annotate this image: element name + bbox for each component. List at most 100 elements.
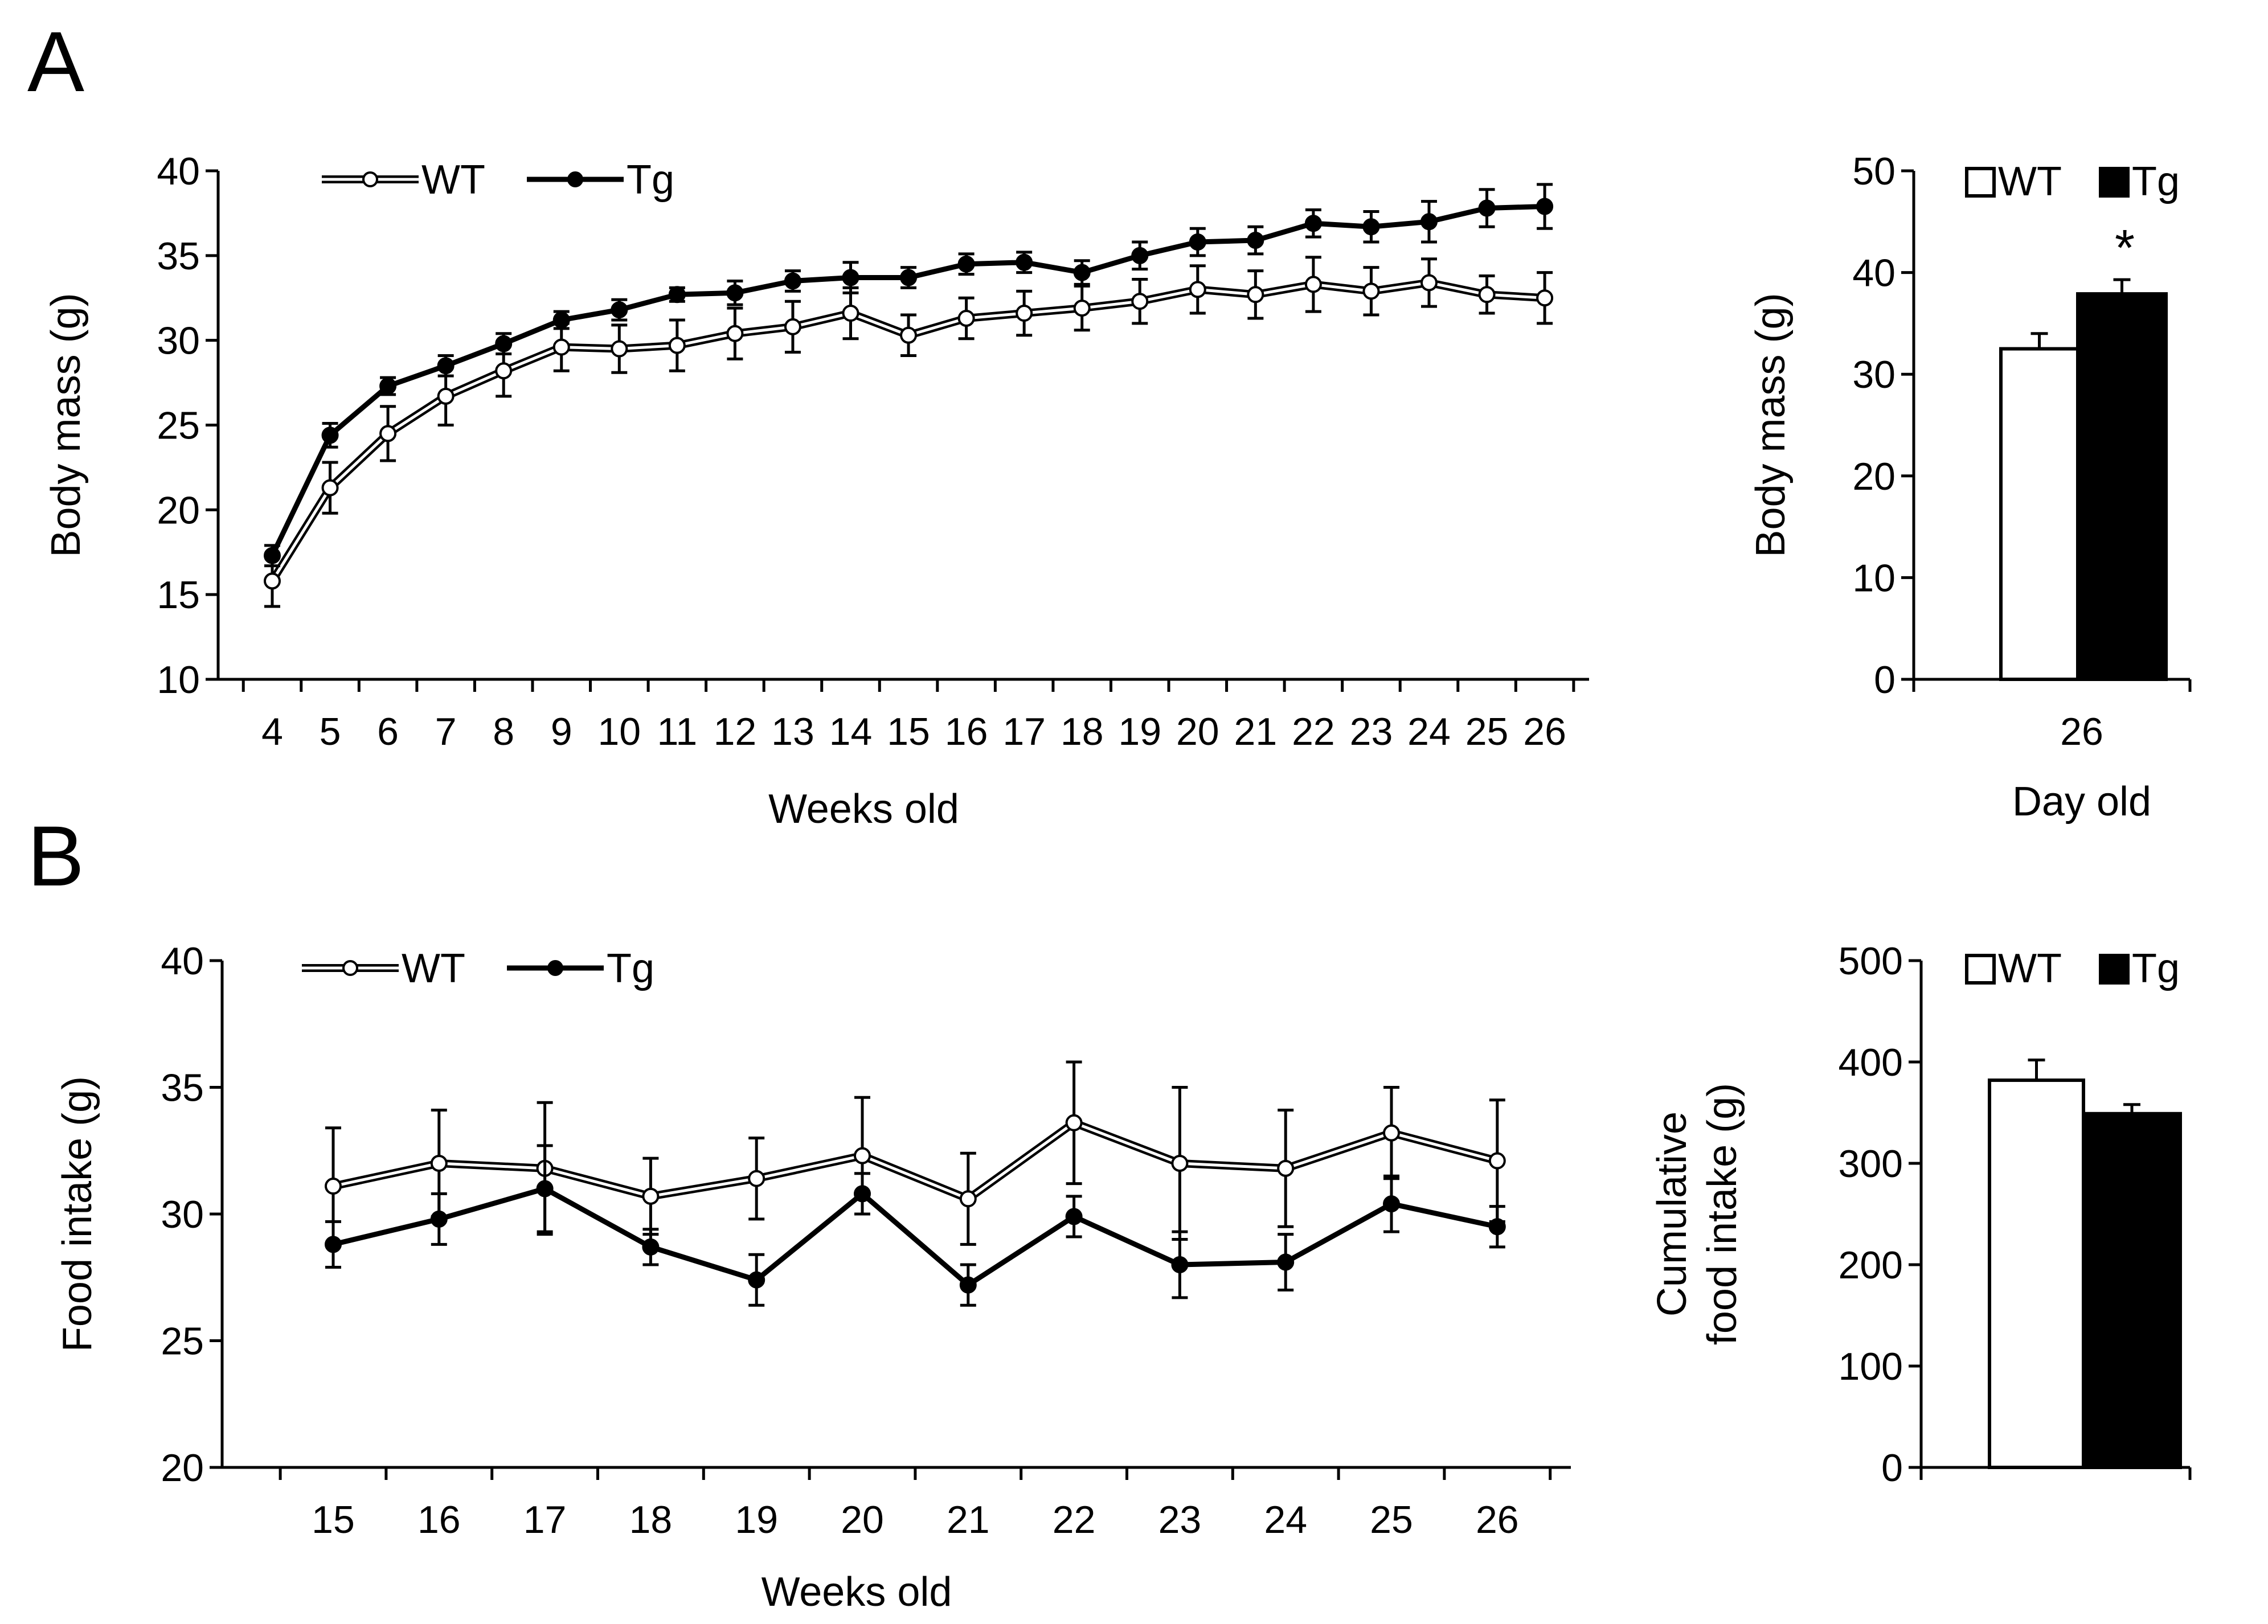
bar-wt: [1988, 1078, 2085, 1470]
y-tick-label: 20: [1852, 455, 1896, 498]
legend-swatch-wt: [1965, 167, 1996, 198]
data-point: [1304, 276, 1322, 293]
x-tick-label: 19: [735, 1498, 778, 1541]
data-point: [1171, 1155, 1189, 1172]
data-point: [642, 1238, 660, 1256]
legend-label-wt: WT: [1998, 946, 2062, 991]
data-point: [437, 387, 455, 405]
data-point: [1065, 1114, 1083, 1131]
x-tick-label: 21: [947, 1498, 990, 1541]
data-point: [1488, 1152, 1506, 1170]
chart-b-cumulative-food-bar: 0 100 200 300 400 500 Cumulative food intake (g…: [1649, 940, 2192, 1490]
series-line-outline: [332, 1118, 1499, 1203]
data-point: [1065, 1208, 1083, 1225]
data-point: [784, 318, 801, 335]
x-tick-label: 19: [1118, 710, 1161, 753]
bar-tg: [2076, 292, 2168, 681]
legend-marker: [547, 960, 563, 976]
legend-label-wt: WT: [402, 946, 465, 991]
data-point: [957, 255, 975, 273]
data-point: [552, 311, 570, 329]
y-tick-label: 40: [161, 940, 204, 983]
data-point: [1189, 281, 1206, 298]
series-wt: [264, 256, 1554, 608]
data-point: [325, 1178, 342, 1195]
x-tick-label: 7: [435, 710, 457, 753]
data-point: [1383, 1124, 1400, 1142]
legend-marker: [342, 960, 358, 976]
data-point: [495, 362, 513, 380]
data-point: [321, 479, 339, 497]
legend-marker: [362, 171, 378, 187]
x-tick-label: 13: [771, 710, 814, 753]
x-tick-label: 20: [1176, 710, 1219, 753]
x-tick-label: 23: [1158, 1498, 1202, 1541]
series-line: [269, 204, 1545, 557]
series-line-inner: [333, 1121, 1498, 1200]
y-tick-label: 10: [157, 658, 200, 702]
x-tick-label: 4: [261, 710, 283, 753]
y-tick-label: 15: [157, 573, 200, 617]
x-tick-label: 24: [1407, 710, 1451, 753]
y-tick-label: 50: [1852, 150, 1896, 193]
y-axis-title: food intake (g): [1700, 1083, 1745, 1345]
x-tick-label: 8: [493, 710, 514, 753]
x-tick-label: 17: [523, 1498, 567, 1541]
data-point: [611, 301, 628, 319]
data-point: [1171, 1256, 1189, 1273]
y-tick-label: 40: [1852, 252, 1896, 295]
x-tick-label: 15: [312, 1498, 355, 1541]
data-point: [379, 378, 397, 395]
data-point: [1362, 218, 1380, 236]
data-point: [784, 272, 801, 290]
legend-label-wt: WT: [1998, 159, 2062, 204]
legend: WT Tg: [1965, 946, 2180, 991]
legend: WT Tg: [322, 157, 674, 203]
series-line: [332, 1186, 1498, 1288]
x-tick-label: 26: [2060, 710, 2103, 753]
x-tick-label: 26: [1523, 710, 1566, 753]
data-point: [1247, 232, 1264, 249]
y-axis-title: Cumulative: [1649, 1112, 1695, 1317]
x-tick-label: 15: [887, 710, 930, 753]
legend-label-tg: Tg: [607, 946, 654, 991]
data-point: [379, 425, 397, 442]
data-point: [264, 572, 281, 590]
y-axis-title: Body mass (g): [43, 293, 89, 557]
y-tick-label: 20: [157, 489, 200, 532]
data-point: [748, 1170, 765, 1187]
data-point: [1488, 1218, 1506, 1236]
data-point: [842, 305, 859, 322]
legend-marker: [567, 171, 583, 187]
y-tick-label: 30: [1852, 353, 1896, 396]
x-axis-title: Weeks old: [768, 786, 959, 832]
data-point: [900, 269, 918, 286]
data-point: [668, 337, 686, 354]
data-point: [1478, 286, 1496, 304]
legend-swatch-tg: [2099, 167, 2130, 198]
series-tg: [264, 183, 1554, 568]
x-tick-label: 11: [657, 710, 698, 753]
panel-label-b: B: [27, 808, 84, 904]
legend-swatch-wt: [1965, 954, 1996, 985]
x-tick-label: 14: [829, 710, 873, 753]
x-tick-label: 25: [1465, 710, 1509, 753]
data-point: [854, 1147, 871, 1164]
data-point: [1383, 1195, 1400, 1213]
chart-b-food-intake-line: 20 25 30 35 40 Food intake (g) 15 16 17 18 19 20 21 2…: [55, 940, 1571, 1615]
series-tg: [325, 1144, 1506, 1307]
y-tick-label: 35: [161, 1067, 204, 1110]
x-tick-label: 22: [1053, 1498, 1096, 1541]
data-point: [959, 1190, 977, 1208]
data-point: [1362, 282, 1380, 300]
legend-label-wt: WT: [421, 157, 485, 203]
data-point: [842, 269, 859, 286]
x-tick-label: 16: [945, 710, 988, 753]
x-tick-label: 22: [1292, 710, 1335, 753]
y-tick-label: 30: [157, 319, 200, 363]
y-tick-label: 30: [161, 1193, 204, 1236]
data-point: [1073, 300, 1091, 317]
data-point: [959, 1276, 977, 1294]
data-point: [1016, 305, 1033, 322]
